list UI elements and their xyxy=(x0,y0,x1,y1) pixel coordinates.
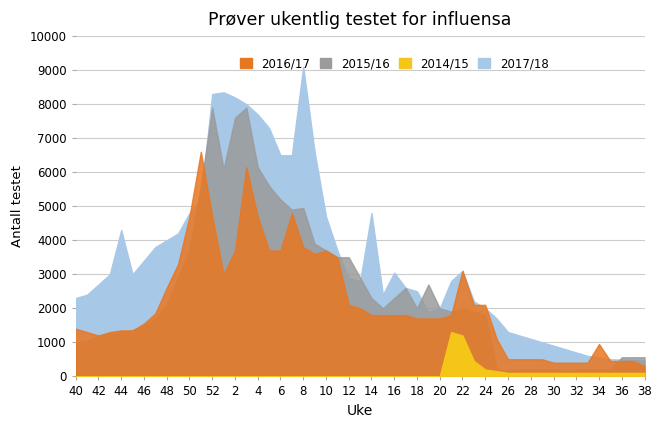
Legend: 2016/17, 2015/16, 2014/15, 2017/18: 2016/17, 2015/16, 2014/15, 2017/18 xyxy=(235,52,553,75)
Title: Prøver ukentlig testet for influensa: Prøver ukentlig testet for influensa xyxy=(208,11,512,29)
X-axis label: Uke: Uke xyxy=(347,404,373,418)
Y-axis label: Antall testet: Antall testet xyxy=(11,165,24,247)
